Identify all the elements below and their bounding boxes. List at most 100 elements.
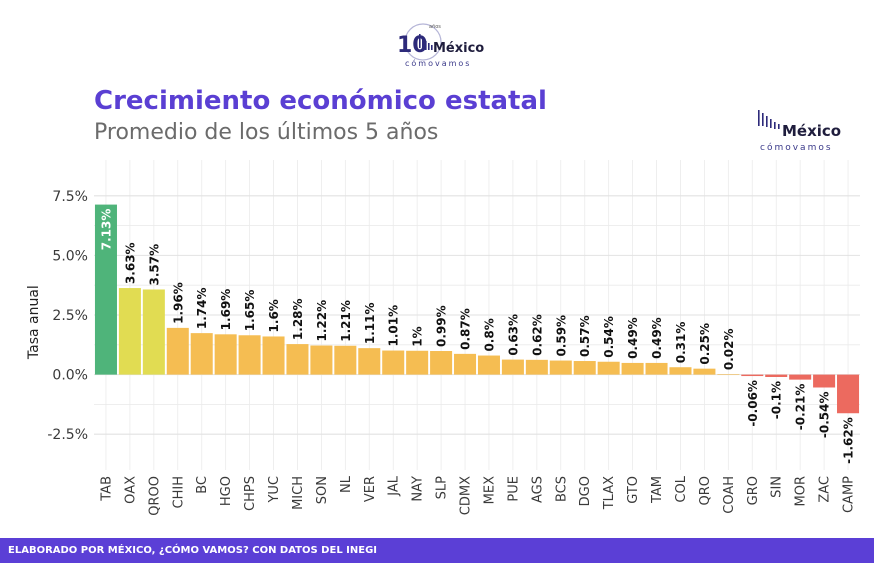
category-label: HGO [219, 476, 234, 506]
category-label: CAMP [842, 476, 857, 513]
value-label: 0.62% [530, 314, 544, 356]
category-label: MOR [794, 476, 809, 506]
bar-tam [645, 362, 668, 375]
y-axis-title: Tasa anual [26, 285, 42, 360]
category-label: MICH [291, 476, 306, 510]
bar-qro [693, 368, 716, 375]
bar-mor [789, 374, 812, 380]
value-label: 0.63% [506, 314, 520, 356]
category-label: AGS [530, 476, 545, 503]
y-tick-label: 0.0% [52, 368, 88, 384]
value-label: -0.1% [770, 381, 784, 419]
source-footer: ELABORADO POR MÉXICO, ¿CÓMO VAMOS? CON D… [0, 538, 874, 563]
category-label: BC [195, 476, 210, 494]
value-label: 0.49% [650, 317, 664, 359]
value-label: 3.57% [147, 244, 161, 286]
bar-slp [430, 351, 453, 375]
y-tick-label: 2.5% [52, 308, 88, 324]
bar-son [310, 345, 333, 375]
bar-pue [501, 359, 524, 375]
category-label: NAY [411, 476, 426, 502]
corner-logo-bars-icon [758, 110, 780, 129]
value-label: 0.87% [459, 308, 473, 350]
bar-cdmx [454, 353, 477, 375]
bar-dgo [573, 361, 596, 375]
value-label: -1.62% [842, 417, 856, 464]
value-label: 1% [411, 326, 425, 346]
top-logo-wordmark: México [433, 41, 484, 56]
bar-col [669, 367, 692, 375]
value-label: 7.13% [99, 209, 113, 251]
corner-logo-subtitle: cómovamos [760, 142, 833, 153]
category-label: BCS [554, 476, 569, 502]
bar-nay [406, 350, 429, 375]
bar-bcs [549, 360, 572, 375]
bar-oax [118, 288, 141, 375]
y-tick-label: 7.5% [52, 189, 88, 205]
category-label: GRO [746, 476, 761, 505]
value-label: 1.96% [171, 282, 185, 324]
y-tick-label: -2.5% [47, 427, 88, 443]
category-label: TAB [99, 476, 114, 502]
value-label: 0.57% [578, 315, 592, 357]
value-label: 0.02% [722, 328, 736, 370]
value-label: 3.63% [123, 242, 137, 284]
bar-jal [382, 350, 405, 375]
value-label: 0.25% [698, 323, 712, 365]
value-label: 1.01% [387, 305, 401, 347]
y-tick-label: 5.0% [52, 248, 88, 264]
bar-ags [525, 359, 548, 375]
value-label: -0.06% [746, 380, 760, 427]
category-label: QROO [147, 476, 162, 516]
category-label: GTO [626, 476, 641, 504]
bar-gro [741, 374, 764, 377]
bar-mich [286, 344, 309, 375]
category-label: SON [315, 476, 330, 504]
category-label: TLAX [602, 476, 617, 510]
bar-zac [813, 374, 836, 388]
state-growth-bar-chart: 7.13% 3.63% 3.57% 1.96% 1.74% 1.69% 1.65% 1.6% 1… [26, 160, 860, 516]
bar-hgo [214, 334, 237, 375]
category-label: ZAC [818, 476, 833, 503]
category-label: PUE [506, 476, 521, 502]
category-label: COL [674, 475, 689, 502]
category-label: MEX [482, 476, 497, 504]
category-label: VER [363, 476, 378, 502]
bar-yuc [262, 336, 285, 375]
mexico-como-vamos-logo: México cómovamos [758, 110, 841, 153]
category-label: CHPS [243, 476, 258, 511]
logo-bars-icon [419, 34, 433, 50]
value-label: 1.22% [315, 300, 329, 342]
category-label: TAM [650, 476, 665, 504]
category-label: SIN [770, 476, 785, 498]
bar-coah [717, 374, 740, 375]
bar-chps [238, 335, 261, 375]
value-label: 0.59% [554, 315, 568, 357]
bar-chih [166, 327, 189, 375]
bar-qroo [142, 289, 165, 375]
bar-tlax [597, 361, 620, 375]
bar-mex [477, 355, 500, 375]
value-label: 1.74% [195, 287, 209, 329]
bar-layer [94, 204, 860, 414]
category-label: QRO [698, 476, 713, 506]
value-label: 1.69% [219, 289, 233, 331]
value-label: 0.8% [482, 318, 496, 351]
bar-bc [190, 333, 213, 375]
chart-subtitle: Promedio de los últimos 5 años [94, 120, 439, 145]
bar-sin [765, 374, 788, 377]
value-label: 1.21% [339, 300, 353, 342]
value-label: 0.31% [674, 322, 688, 364]
axis-layer: -2.5% 0.0% 2.5% 5.0% 7.5% Tasa anual TAB OAX QRO… [26, 189, 857, 516]
category-label: SLP [435, 476, 450, 499]
category-label: JAL [387, 475, 402, 496]
anniversary-years-label: años [429, 24, 441, 30]
mexico-como-vamos-anniversary-logo: 10 años México cómovamos [397, 23, 484, 68]
bar-tab [94, 204, 117, 375]
value-label: 0.49% [626, 317, 640, 359]
value-label: 1.65% [243, 290, 257, 332]
value-label: -0.21% [794, 384, 808, 431]
value-label: -0.54% [818, 391, 832, 438]
chart-title: Crecimiento económico estatal [94, 86, 547, 116]
value-label: 1.6% [267, 299, 281, 332]
